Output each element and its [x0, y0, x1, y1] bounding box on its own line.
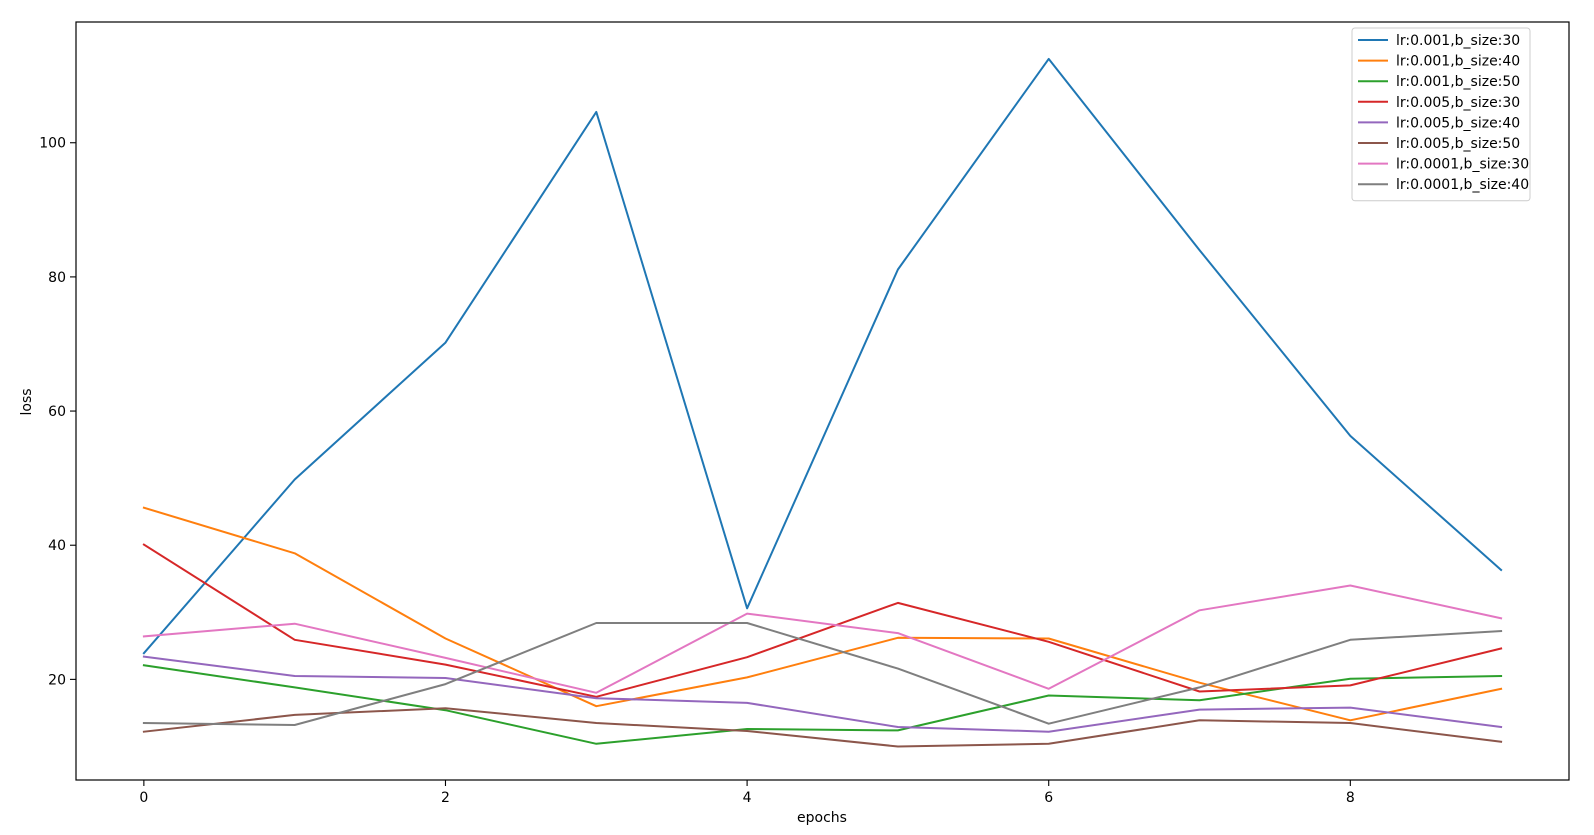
x-axis: 0 2 4 6 8: [139, 780, 1355, 806]
legend-label: lr:0.005,b_size:30: [1396, 95, 1520, 111]
x-tick-label: 4: [743, 790, 752, 806]
series-line-lr-0-005-b-size-40: [142, 655, 1503, 733]
legend-label: lr:0.0001,b_size:30: [1396, 157, 1529, 173]
y-axis: 20 40 60 80 100: [39, 136, 76, 688]
y-axis-label: loss: [19, 388, 35, 415]
series-line-lr-0-001-b-size-30: [142, 57, 1503, 655]
legend: lr:0.001,b_size:30 lr:0.001,b_size:40 lr:0…: [1351, 27, 1531, 202]
legend-box: [1351, 27, 1531, 202]
legend-label: lr:0.0001,b_size:40: [1396, 177, 1529, 193]
series-layer: [142, 57, 1503, 748]
x-tick-label: 8: [1346, 790, 1355, 806]
legend-label: lr:0.001,b_size:40: [1396, 54, 1520, 70]
x-axis-label: epochs: [797, 810, 847, 826]
series-line-lr-0-0001-b-size-40: [142, 622, 1503, 726]
x-tick-label: 6: [1044, 790, 1053, 806]
series-line-lr-0-0001-b-size-30: [142, 584, 1503, 694]
series-line-lr-0-001-b-size-40: [142, 506, 1503, 722]
plot-frame: [75, 21, 1570, 781]
x-tick-label: 0: [139, 790, 148, 806]
y-tick-label: 80: [48, 270, 66, 286]
y-tick-label: 40: [48, 538, 66, 554]
x-tick-label: 2: [441, 790, 450, 806]
legend-label: lr:0.005,b_size:50: [1396, 136, 1520, 152]
y-tick-label: 100: [39, 136, 66, 152]
y-tick-label: 20: [48, 672, 66, 688]
y-tick-label: 60: [48, 404, 66, 420]
series-line-lr-0-005-b-size-30: [142, 543, 1503, 698]
legend-label: lr:0.001,b_size:50: [1396, 74, 1520, 90]
series-line-lr-0-005-b-size-50: [142, 707, 1503, 748]
legend-label: lr:0.005,b_size:40: [1396, 115, 1520, 131]
legend-label: lr:0.001,b_size:30: [1396, 33, 1520, 49]
